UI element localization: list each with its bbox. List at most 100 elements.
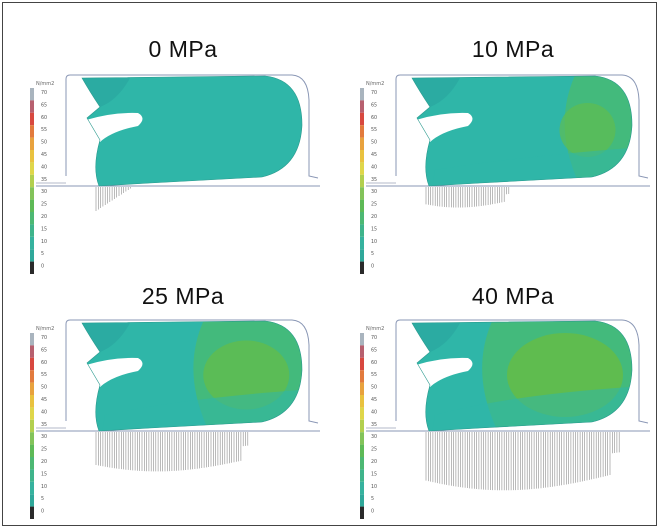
scale-tick-label: 65 [371, 347, 377, 353]
scale-segment [30, 174, 34, 188]
seal-notch [416, 112, 473, 142]
seal-outline [411, 75, 633, 187]
scale-segment [30, 199, 34, 212]
scale-segment [30, 162, 34, 175]
scale-segment [30, 187, 34, 200]
scale-segment [360, 261, 364, 274]
seal-body [412, 321, 632, 431]
scale-tick-label: 45 [371, 397, 377, 403]
scale-tick-label: 20 [41, 459, 47, 465]
scale-unit: N/mm2 [36, 81, 54, 87]
scale-tick-label: 50 [371, 385, 377, 391]
scale-segment [360, 469, 364, 482]
scale-segment [30, 100, 34, 113]
seal-outline [81, 75, 303, 187]
scale-segment [30, 137, 34, 150]
stress-zone-interface [100, 390, 302, 431]
scale-segment [360, 187, 364, 200]
scale-tick-label: 5 [41, 496, 44, 502]
scale-segment [360, 345, 364, 358]
scale-segment [360, 125, 364, 138]
scale-tick-label: 45 [41, 397, 47, 403]
seal-lip [82, 323, 130, 352]
scale-segment [360, 444, 364, 457]
scale-segment [30, 382, 34, 395]
scale-tick-label: 0 [41, 509, 44, 515]
housing-line [395, 74, 649, 179]
scale-tick-label: 30 [371, 434, 377, 440]
scale-tick-label: 0 [41, 264, 44, 270]
scale-tick-label: 10 [41, 239, 47, 245]
scale-tick-label: 35 [371, 177, 377, 183]
seal-outline [81, 320, 303, 432]
scale-tick-label: 15 [371, 226, 377, 232]
scale-tick-label: 55 [371, 127, 377, 133]
scale-segment [30, 407, 34, 420]
scale-tick-label: 70 [371, 90, 377, 96]
scale-segment [30, 395, 34, 408]
scale-tick-label: 25 [371, 447, 377, 453]
scale-tick-label: 30 [371, 189, 377, 195]
scale-tick-label: 60 [41, 360, 47, 366]
scale-segment [30, 236, 34, 250]
housing-outline [366, 74, 650, 187]
scale-segment [30, 125, 34, 138]
seal-notch [86, 357, 143, 387]
scale-segment [360, 395, 364, 408]
scale-segment [360, 150, 364, 163]
panel-title-2: 25 MPa [141, 283, 225, 309]
scale-segment [30, 249, 34, 262]
housing-line [65, 319, 319, 424]
scale-segment [30, 432, 34, 445]
scale-segment [360, 407, 364, 420]
scale-segment [30, 457, 34, 470]
scale-segment [30, 333, 34, 346]
scale-unit: N/mm2 [366, 326, 384, 332]
scale-segment [360, 236, 364, 250]
scale-tick-label: 60 [371, 360, 377, 366]
seal-notch [416, 357, 473, 387]
scale-segment [360, 100, 364, 113]
scale-tick-label: 60 [41, 115, 47, 121]
scale-segment [30, 112, 34, 126]
seal-notch [86, 112, 143, 142]
scale-segment [360, 249, 364, 262]
scale-segment [30, 261, 34, 274]
scale-segment [30, 212, 34, 225]
panel-title-0: 0 MPa [148, 36, 218, 62]
scale-tick-label: 25 [371, 202, 377, 208]
scale-segment [360, 481, 364, 495]
scale-tick-label: 50 [371, 140, 377, 146]
housing-line [395, 319, 649, 424]
scale-unit: N/mm2 [36, 326, 54, 332]
scale-segment [30, 345, 34, 358]
seal-lip [82, 78, 130, 107]
scale-segment [360, 357, 364, 371]
scale-tick-label: 65 [371, 102, 377, 108]
scale-segment [30, 370, 34, 383]
scale-tick-label: 45 [41, 152, 47, 158]
scale-tick-label: 0 [371, 509, 374, 515]
scale-tick-label: 45 [371, 152, 377, 158]
scale-tick-label: 70 [41, 335, 47, 341]
seal-lip [412, 78, 460, 107]
scale-segment [30, 224, 34, 237]
scale-tick-label: 50 [41, 140, 47, 146]
panel-title-1: 10 MPa [471, 36, 555, 62]
scale-segment [360, 333, 364, 346]
scale-tick-label: 55 [41, 372, 47, 378]
scale-segment [360, 224, 364, 237]
scale-segment [360, 162, 364, 175]
scale-segment [30, 88, 34, 101]
scale-tick-label: 5 [41, 251, 44, 257]
scale-segment [360, 457, 364, 470]
scale-tick-label: 40 [41, 409, 47, 415]
scale-tick-label: 40 [41, 164, 47, 170]
scale-tick-label: 15 [41, 226, 47, 232]
